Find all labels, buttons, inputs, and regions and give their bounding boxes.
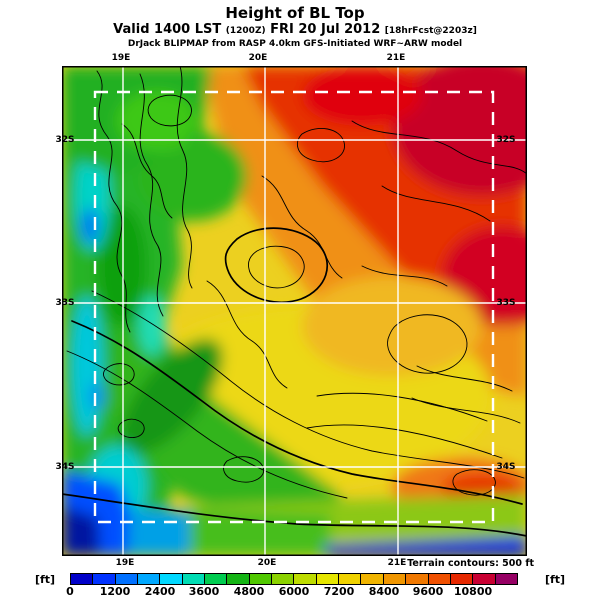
colorbar-unit-left: [ft] — [34, 573, 56, 586]
grid-label-right-33s: 33S — [496, 298, 516, 308]
latlon-grid-lines — [62, 66, 527, 556]
map-border — [62, 66, 527, 556]
page-title: Height of BL Top — [225, 4, 365, 22]
colorbar-tick-4800: 4800 — [233, 585, 265, 598]
colorbar-segments — [70, 573, 518, 585]
terrain-contour-lines — [66, 66, 527, 499]
colorbar-tick-6000: 6000 — [278, 585, 310, 598]
colorbar-segment — [182, 574, 206, 584]
colorbar-tick-3600: 3600 — [188, 585, 220, 598]
forecast-note: [18hrFcst@2203z] — [384, 26, 477, 36]
grid-label-bottom-19e: 19E — [115, 558, 135, 568]
grid-label-top-21e: 21E — [386, 53, 406, 63]
colorbar-segment — [160, 574, 183, 584]
colorbar-tick-1200: 1200 — [99, 585, 131, 598]
colorbar-segment — [383, 574, 407, 584]
grid-label-right-34s: 34S — [496, 462, 516, 472]
grid-label-top-20e: 20E — [248, 53, 268, 63]
bl-height-color-field — [62, 66, 527, 556]
forecast-map — [62, 66, 527, 556]
colorbar-tick-2400: 2400 — [144, 585, 176, 598]
major-terrain-contours — [62, 227, 527, 537]
colorbar-tick-0: 0 — [66, 585, 74, 598]
valid-zulu-time: (1200Z) — [225, 26, 266, 36]
map-canvas — [62, 66, 527, 556]
colorbar-segment — [249, 574, 273, 584]
colorbar-tick-8400: 8400 — [368, 585, 400, 598]
colorbar-tick-10800: 10800 — [453, 585, 493, 598]
colorbar-segment — [361, 574, 384, 584]
colorbar-segment — [294, 574, 317, 584]
colorbar-segment — [406, 574, 429, 584]
colorbar-segment — [495, 574, 517, 584]
colorbar-unit-right: [ft] — [544, 573, 566, 586]
grid-label-left-33s: 33S — [55, 298, 75, 308]
colorbar-segment — [138, 574, 161, 584]
grid-label-bottom-21e: 21E — [387, 558, 407, 568]
terrain-contour-note: Terrain contours: 500 ft — [407, 558, 534, 569]
colorbar-segment — [115, 574, 139, 584]
model-domain-dashed-border — [93, 90, 495, 524]
valid-time-line: Valid 1400 LST (1200Z) FRI 20 Jul 2012 [… — [0, 22, 590, 37]
grid-label-right-32s: 32S — [496, 135, 516, 145]
colorbar-segment — [71, 574, 94, 584]
grid-label-bottom-20e: 20E — [257, 558, 277, 568]
colorbar-tick-7200: 7200 — [323, 585, 355, 598]
grid-label-left-32s: 32S — [55, 135, 75, 145]
colorbar-segment — [205, 574, 228, 584]
colorbar-segment — [428, 574, 451, 584]
grid-label-left-34s: 34S — [55, 462, 75, 472]
valid-prefix: Valid 1400 LST — [113, 22, 222, 37]
colorbar-tick-9600: 9600 — [412, 585, 444, 598]
colorbar-segment — [316, 574, 340, 584]
colorbar-segment — [93, 574, 116, 584]
colorbar-segment — [272, 574, 295, 584]
valid-date: FRI 20 Jul 2012 — [270, 22, 381, 37]
colorbar-segment — [473, 574, 496, 584]
grid-label-top-19e: 19E — [111, 53, 131, 63]
model-attribution-line: DrJack BLIPMAP from RASP 4.0km GFS-Initi… — [127, 39, 463, 49]
colorbar-segment — [450, 574, 474, 584]
colorbar-segment — [339, 574, 362, 584]
colorbar-segment — [227, 574, 250, 584]
